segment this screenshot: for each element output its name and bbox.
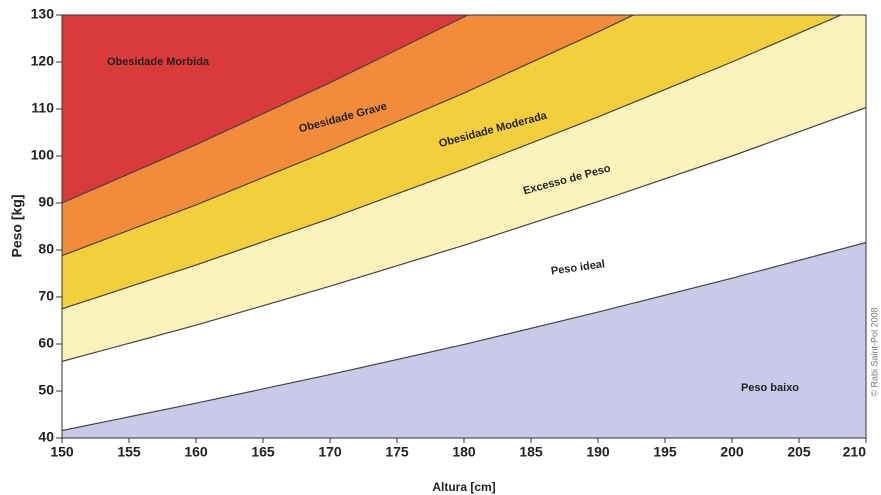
y-tick-label: 70: [38, 288, 54, 304]
x-tick-label: 205: [787, 444, 811, 460]
x-tick-label: 170: [318, 444, 342, 460]
x-tick-label: 155: [117, 444, 141, 460]
x-tick-label: 175: [385, 444, 409, 460]
region-fill: [62, 107, 866, 431]
y-tick-label: 120: [31, 53, 55, 69]
y-tick-label: 60: [38, 335, 54, 351]
y-tick-label: 50: [38, 382, 54, 398]
x-tick-label: 210: [843, 444, 867, 460]
y-axis-label: Peso [kg]: [9, 194, 25, 257]
region-fill: [62, 15, 841, 309]
y-tick-label: 110: [31, 100, 54, 116]
x-axis-label: Altura [cm]: [432, 480, 495, 494]
boundary-line: [62, 107, 866, 362]
boundary-line: [62, 15, 469, 204]
y-tick-label: 40: [38, 429, 54, 445]
source-note: © Rabi Saint-Pol 2008: [869, 307, 879, 396]
x-tick-label: 185: [519, 444, 543, 460]
x-tick-label: 150: [50, 444, 74, 460]
region-fill: [62, 15, 634, 256]
boundary-line: [62, 15, 843, 310]
y-tick-label: 130: [31, 6, 55, 22]
region-label: Peso baixo: [741, 382, 799, 394]
x-tick-label: 180: [452, 444, 476, 460]
region-fill: [62, 15, 866, 203]
y-tick-label: 100: [31, 147, 55, 163]
region-fill: [62, 15, 866, 362]
region-label: Obesidade Morbida: [107, 56, 210, 68]
boundary-line: [62, 15, 635, 257]
x-tick-label: 195: [653, 444, 677, 460]
y-tick-label: 80: [38, 241, 54, 257]
y-tick-label: 90: [38, 194, 54, 210]
x-tick-label: 200: [720, 444, 744, 460]
x-tick-label: 160: [184, 444, 208, 460]
x-tick-label: 165: [251, 444, 275, 460]
boundary-line: [62, 241, 866, 432]
x-tick-label: 190: [586, 444, 610, 460]
